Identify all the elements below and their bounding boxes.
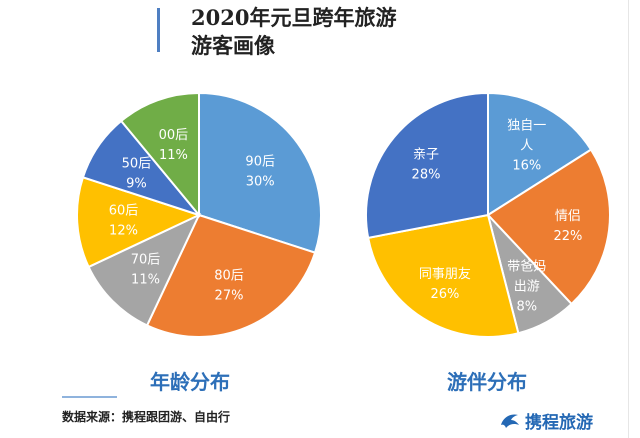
pie-slice-0-5 <box>119 91 200 218</box>
pie-slice-0-0 <box>198 91 322 254</box>
pie-label-1-4: 亲子 28% <box>412 148 441 183</box>
companion-pie-chart: 独自一人 16% 情侣 22%带爸妈出游 8% 同事朋友 26% 亲子 28% <box>365 91 611 338</box>
age-chart-title: 年龄分布 <box>150 370 230 394</box>
dolphin-logo-icon <box>501 413 519 428</box>
title-line-2: 游客画像 <box>191 33 275 58</box>
pie-slice-1-0 <box>487 91 593 217</box>
pie-label-0-3: 60后 12% <box>109 204 139 239</box>
pie-slice-1-1 <box>486 148 611 306</box>
data-source-note: 数据来源：携程跟团游、自由行 <box>62 410 231 424</box>
footer-divider <box>62 396 117 398</box>
pie-label-0-2: 70后 11% <box>131 253 161 288</box>
pie-label-1-0: 独自一人 16% <box>507 118 546 173</box>
age-pie-chart: 90后 30% 80后 27% 70后 11% 60后 12% 50后 9%00后 11% <box>76 91 322 339</box>
pie-label-1-3: 同事朋友 26% <box>419 266 471 302</box>
pie-slice-1-3 <box>366 213 520 338</box>
page-title: 2020年元旦跨年旅游 游客画像 <box>191 4 396 60</box>
pie-label-0-0: 90后 30% <box>245 155 275 190</box>
ctrip-logo: 携程旅游 <box>499 408 593 433</box>
pie-label-1-1: 情侣 22% <box>553 209 582 244</box>
companion-chart-title: 游伴分布 <box>447 370 527 394</box>
pie-label-0-5: 00后 11% <box>159 128 189 163</box>
logo-text: 携程旅游 <box>525 413 593 433</box>
title-accent-bar <box>157 8 160 52</box>
pie-slice-1-4 <box>365 91 489 240</box>
pie-slice-0-3 <box>76 176 202 269</box>
pie-slice-0-1 <box>145 213 317 339</box>
page-edge-line <box>628 0 629 438</box>
title-line-1: 2020年元旦跨年旅游 <box>191 5 397 30</box>
pie-slice-0-2 <box>87 212 202 327</box>
pie-label-1-2: 带爸妈出游 8% <box>507 260 546 315</box>
pie-label-0-4: 50后 9% <box>122 157 152 192</box>
pie-label-0-1: 80后 27% <box>214 268 244 303</box>
